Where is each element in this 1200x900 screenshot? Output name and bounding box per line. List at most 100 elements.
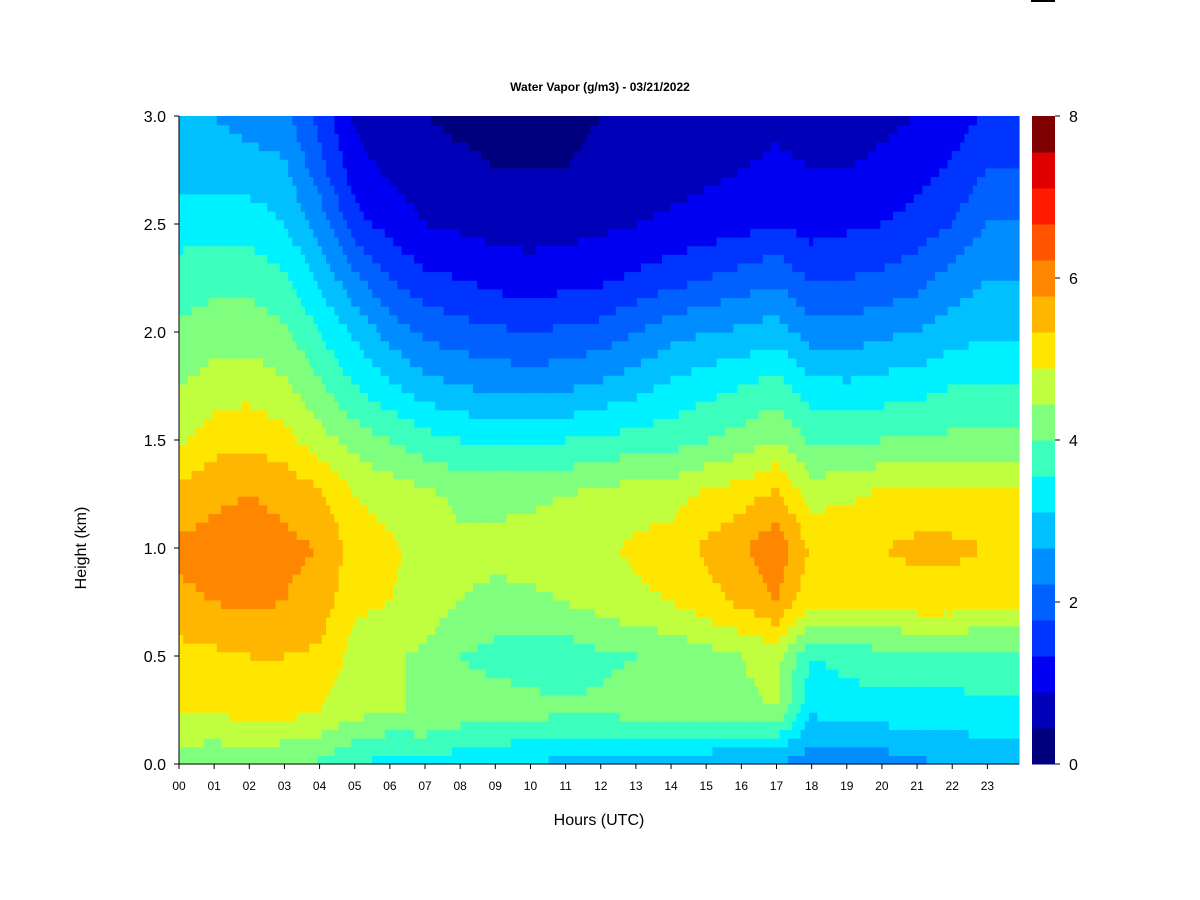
heatmap-cell — [322, 531, 327, 540]
heatmap-cell — [221, 522, 226, 531]
heatmap-cell — [271, 176, 276, 185]
heatmap-cell — [284, 392, 289, 401]
heatmap-cell — [234, 358, 239, 367]
heatmap-cell — [385, 574, 390, 583]
heatmap-cell — [280, 125, 285, 134]
heatmap-cell — [246, 392, 251, 401]
heatmap-cell — [410, 479, 415, 488]
heatmap-cell — [234, 297, 239, 306]
heatmap-cell — [288, 583, 293, 592]
heatmap-cell — [355, 755, 360, 764]
heatmap-cell — [284, 513, 289, 522]
heatmap-cell — [179, 531, 184, 540]
heatmap-cell — [339, 185, 344, 194]
heatmap-cell — [330, 125, 335, 134]
heatmap-cell — [364, 669, 369, 678]
heatmap-cell — [313, 323, 318, 332]
heatmap-cell — [259, 496, 264, 505]
heatmap-cell — [448, 228, 453, 237]
heatmap-cell — [364, 660, 369, 669]
heatmap-cell — [347, 652, 352, 661]
heatmap-cell — [288, 151, 293, 160]
heatmap-cell — [334, 142, 339, 151]
heatmap-cell — [246, 608, 251, 617]
heatmap-cell — [397, 220, 402, 229]
heatmap-cell — [355, 228, 360, 237]
heatmap-cell — [217, 392, 222, 401]
heatmap-cell — [297, 712, 302, 721]
heatmap-cell — [297, 392, 302, 401]
heatmap-cell — [406, 194, 411, 203]
heatmap-cell — [385, 367, 390, 376]
heatmap-cell — [238, 453, 243, 462]
heatmap-cell — [347, 375, 352, 384]
heatmap-cell — [376, 729, 381, 738]
heatmap-cell — [271, 729, 276, 738]
heatmap-cell — [381, 479, 386, 488]
heatmap-cell — [444, 565, 449, 574]
heatmap-cell — [263, 323, 268, 332]
heatmap-cell — [217, 246, 222, 255]
heatmap-cell — [364, 574, 369, 583]
heatmap-cell — [313, 332, 318, 341]
heatmap-cell — [372, 410, 377, 419]
heatmap-cell — [343, 367, 348, 376]
heatmap-cell — [372, 272, 377, 281]
heatmap-cell — [372, 246, 377, 255]
heatmap-cell — [393, 272, 398, 281]
heatmap-cell — [259, 617, 264, 626]
heatmap-cell — [221, 548, 226, 557]
heatmap-cell — [213, 470, 218, 479]
heatmap-cell — [204, 513, 209, 522]
heatmap-cell — [313, 436, 318, 445]
heatmap-cell — [427, 384, 432, 393]
heatmap-cell — [393, 116, 398, 125]
heatmap-cell — [280, 522, 285, 531]
heatmap-cell — [305, 505, 310, 514]
heatmap-cell — [255, 375, 260, 384]
heatmap-cell — [183, 384, 188, 393]
heatmap-cell — [360, 686, 365, 695]
heatmap-cell — [402, 228, 407, 237]
heatmap-cell — [444, 669, 449, 678]
heatmap-cell — [406, 237, 411, 246]
heatmap-cell — [200, 151, 205, 160]
heatmap-cell — [389, 332, 394, 341]
heatmap-cell — [368, 168, 373, 177]
heatmap-cell — [179, 548, 184, 557]
heatmap-cell — [192, 159, 197, 168]
heatmap-cell — [355, 358, 360, 367]
heatmap-cell — [444, 488, 449, 497]
heatmap-cell — [318, 591, 323, 600]
heatmap-cell — [263, 254, 268, 263]
heatmap-cell — [246, 574, 251, 583]
heatmap-cell — [456, 678, 461, 687]
heatmap-cell — [192, 712, 197, 721]
heatmap-cell — [183, 133, 188, 142]
heatmap-cell — [309, 280, 314, 289]
heatmap-cell — [284, 133, 289, 142]
heatmap-cell — [255, 557, 260, 566]
heatmap-cell — [339, 194, 344, 203]
heatmap-cell — [339, 289, 344, 298]
heatmap-cell — [213, 583, 218, 592]
heatmap-cell — [351, 479, 356, 488]
heatmap-cell — [351, 280, 356, 289]
heatmap-cell — [187, 237, 192, 246]
heatmap-cell — [187, 297, 192, 306]
heatmap-cell — [339, 747, 344, 756]
heatmap-cell — [267, 427, 272, 436]
heatmap-cell — [360, 729, 365, 738]
heatmap-cell — [456, 505, 461, 514]
heatmap-cell — [364, 548, 369, 557]
heatmap-cell — [271, 695, 276, 704]
heatmap-cell — [179, 297, 184, 306]
heatmap-cell — [284, 462, 289, 471]
heatmap-cell — [183, 729, 188, 738]
heatmap-cell — [393, 211, 398, 220]
heatmap-cell — [229, 539, 234, 548]
heatmap-cell — [402, 427, 407, 436]
heatmap-cell — [246, 418, 251, 427]
heatmap-cell — [372, 133, 377, 142]
heatmap-cell — [393, 392, 398, 401]
